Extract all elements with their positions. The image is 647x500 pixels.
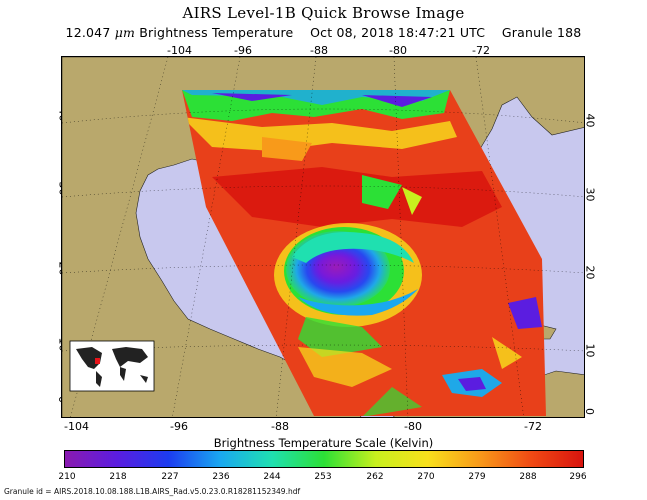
colorbar <box>64 450 584 468</box>
granule-id: Granule id = AIRS.2018.10.08.188.L1B.AIR… <box>4 487 301 496</box>
bottom-tick-4: -72 <box>524 420 542 433</box>
map-title: AIRS Level-1B Quick Browse Image <box>182 4 465 22</box>
colorbar-tick-0: 210 <box>58 472 76 482</box>
colorbar-tick-2: 227 <box>161 472 179 482</box>
bottom-tick-0: -104 <box>64 420 89 433</box>
inset-location-marker <box>95 358 100 364</box>
colorbar-tick-4: 244 <box>263 472 281 482</box>
top-tick-1: -96 <box>234 44 252 57</box>
colorbar-tick-8: 279 <box>468 472 486 482</box>
subtitle-details: Brightness Temperature Oct 08, 2018 18:4… <box>139 25 582 40</box>
bottom-tick-1: -96 <box>170 420 188 433</box>
top-tick-0: -104 <box>167 44 192 57</box>
bottom-tick-3: -80 <box>404 420 422 433</box>
wavelength-unit: μm <box>114 25 136 40</box>
colorbar-tick-3: 236 <box>212 472 230 482</box>
wavelength-value: 12.047 <box>65 25 111 40</box>
colorbar-tick-6: 262 <box>366 472 384 482</box>
right-tick-3: 10 <box>583 343 597 358</box>
bottom-tick-2: -88 <box>271 420 289 433</box>
map-subtitle: 12.047 μm Brightness Temperature Oct 08,… <box>0 25 647 40</box>
right-tick-0: 40 <box>583 113 597 128</box>
colorbar-tick-10: 296 <box>569 472 587 482</box>
map-frame <box>61 56 585 418</box>
colorbar-tick-5: 253 <box>314 472 332 482</box>
inset-world-map <box>69 340 155 392</box>
satellite-map <box>62 57 584 417</box>
right-tick-1: 30 <box>583 187 597 202</box>
colorbar-label: Brightness Temperature Scale (Kelvin) <box>213 436 434 450</box>
top-tick-2: -88 <box>310 44 328 57</box>
top-tick-3: -80 <box>389 44 407 57</box>
top-tick-4: -72 <box>472 44 490 57</box>
colorbar-tick-7: 270 <box>417 472 435 482</box>
colorbar-tick-9: 288 <box>519 472 537 482</box>
colorbar-tick-1: 218 <box>109 472 127 482</box>
right-tick-2: 20 <box>583 265 597 280</box>
